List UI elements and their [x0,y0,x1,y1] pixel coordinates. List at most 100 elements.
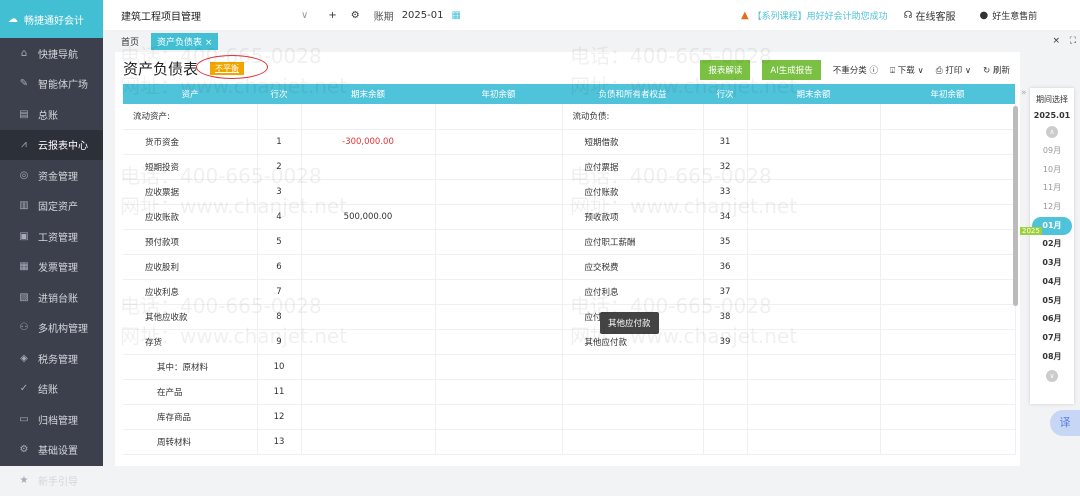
month-option[interactable]: 03月 [1042,258,1062,268]
sidebar-item[interactable]: ▦ 发票管理 [0,252,103,283]
sidebar-item[interactable]: ◈ 税务管理 [0,343,103,374]
promo-link[interactable]: 【系列课程】用好好会计助您成功 [752,11,888,22]
liability-begin-balance[interactable] [880,254,1016,280]
asset-end-balance[interactable] [301,329,436,355]
liability-end-balance[interactable] [747,179,881,205]
liability-end-balance[interactable] [747,404,881,430]
liability-begin-balance[interactable] [880,104,1016,130]
asset-end-balance[interactable] [301,354,436,380]
asset-begin-balance[interactable] [435,129,563,155]
sidebar-item[interactable]: ✎ 智能体广场 [0,69,103,100]
asset-begin-balance[interactable] [435,404,563,430]
liability-begin-balance[interactable] [880,404,1016,430]
liability-end-balance[interactable] [747,354,881,380]
period-value[interactable]: 2025-01 [401,9,444,21]
tab-balance-sheet[interactable]: 资产负债表 × [151,32,219,50]
scrollbar[interactable] [1013,106,1018,306]
asset-end-balance[interactable] [301,429,436,455]
asset-begin-balance[interactable] [435,429,563,455]
liability-end-balance[interactable] [747,204,881,230]
liability-end-balance[interactable] [747,379,881,405]
translate-button[interactable]: 译 [1050,410,1080,436]
liability-end-balance[interactable] [747,304,881,330]
asset-end-balance[interactable] [301,279,436,305]
month-option[interactable]: 07月 [1042,332,1062,342]
sidebar-item[interactable]: ⚙ 基础设置 [0,435,103,466]
sidebar-item[interactable]: ⚇ 多机构管理 [0,313,103,344]
liability-begin-balance[interactable] [880,204,1016,230]
chevron-down-icon[interactable]: ∨ [301,9,309,21]
asset-begin-balance[interactable] [435,204,563,230]
status-badge[interactable]: 不平衡 [196,54,269,79]
asset-begin-balance[interactable] [435,279,563,305]
liability-begin-balance[interactable] [880,279,1016,305]
liability-begin-balance[interactable] [880,129,1016,155]
chevron-down-icon[interactable]: ∨ [1046,370,1058,383]
liability-begin-balance[interactable] [880,179,1016,205]
month-option[interactable]: 06月 [1042,314,1062,324]
asset-begin-balance[interactable] [435,104,563,130]
download-button[interactable]: ⍗ 下载 ∨ [889,66,924,76]
asset-end-balance[interactable]: 500,000.00 [301,204,436,230]
liability-begin-balance[interactable] [880,379,1016,405]
account-select[interactable]: 建筑工程项目管理 [121,11,201,23]
liability-end-balance[interactable] [747,129,881,155]
sidebar-item[interactable]: ▥ 固定资产 [0,191,103,222]
asset-begin-balance[interactable] [435,354,563,380]
asset-begin-balance[interactable] [435,329,563,355]
sidebar-item[interactable]: ⌂ 快捷导航 [0,38,103,69]
gear-icon[interactable]: ⚙ [350,9,360,21]
month-option[interactable]: 05月 [1042,295,1062,305]
fullscreen-icon[interactable]: ⛶ [1069,36,1076,46]
close-icon[interactable]: × [1052,36,1060,46]
month-option[interactable]: 09月 [1042,146,1062,155]
headset-icon[interactable]: ☊ [903,9,913,21]
liability-begin-balance[interactable] [880,354,1016,380]
liability-begin-balance[interactable] [880,229,1016,255]
sidebar-item[interactable]: ✓ 结账 [0,374,103,405]
sidebar-item[interactable]: ⩘ 云报表中心 [0,129,103,160]
asset-end-balance[interactable] [301,179,436,205]
asset-begin-balance[interactable] [435,229,563,255]
sidebar-item[interactable]: ★ 新手引导 [0,465,103,496]
reclass-toggle[interactable]: 不重分类 ⓘ [832,66,878,76]
tab-home[interactable]: 首页 [121,37,140,48]
month-option[interactable]: 11月 [1042,183,1062,193]
asset-end-balance[interactable] [301,154,436,180]
online-service[interactable]: 在线客服 [915,11,956,23]
liability-end-balance[interactable] [747,104,881,130]
print-button[interactable]: ⎙ 打印 ∨ [935,66,972,76]
month-option[interactable]: 12月 [1042,202,1062,212]
asset-end-balance[interactable] [301,104,436,130]
liability-end-balance[interactable] [747,229,881,255]
month-option[interactable]: 10月 [1042,164,1062,174]
month-option[interactable]: 02月 [1042,239,1062,249]
asset-begin-balance[interactable] [435,154,563,180]
asset-end-balance[interactable] [301,379,436,405]
asset-begin-balance[interactable] [435,304,563,330]
sidebar-item[interactable]: ▤ 总账 [0,99,103,130]
asset-end-balance[interactable] [301,229,436,255]
asset-begin-balance[interactable] [435,379,563,405]
month-option[interactable]: 04月 [1042,276,1062,286]
liability-begin-balance[interactable] [880,329,1016,355]
liability-begin-balance[interactable] [880,304,1016,330]
liability-end-balance[interactable] [747,329,881,355]
collapse-icon[interactable]: » [1021,88,1027,98]
asset-end-balance[interactable] [301,304,436,330]
liability-end-balance[interactable] [747,254,881,280]
sidebar-item[interactable]: ◎ 资金管理 [0,160,103,191]
liability-end-balance[interactable] [747,279,881,305]
asset-end-balance[interactable] [301,404,436,430]
liability-end-balance[interactable] [747,154,881,180]
asset-begin-balance[interactable] [435,179,563,205]
month-option[interactable]: 01月 [1032,216,1072,236]
ai-report-button[interactable]: AI生成报告 [762,60,821,80]
chevron-up-icon[interactable]: ∧ [1046,126,1058,138]
asset-end-balance[interactable] [301,254,436,280]
interpret-button[interactable]: 报表解读 [700,60,751,80]
refresh-button[interactable]: ↻ 刷新 [983,66,1010,76]
avatar[interactable]: ● [979,9,989,21]
add-icon[interactable]: + [328,9,337,21]
asset-begin-balance[interactable] [435,254,563,280]
